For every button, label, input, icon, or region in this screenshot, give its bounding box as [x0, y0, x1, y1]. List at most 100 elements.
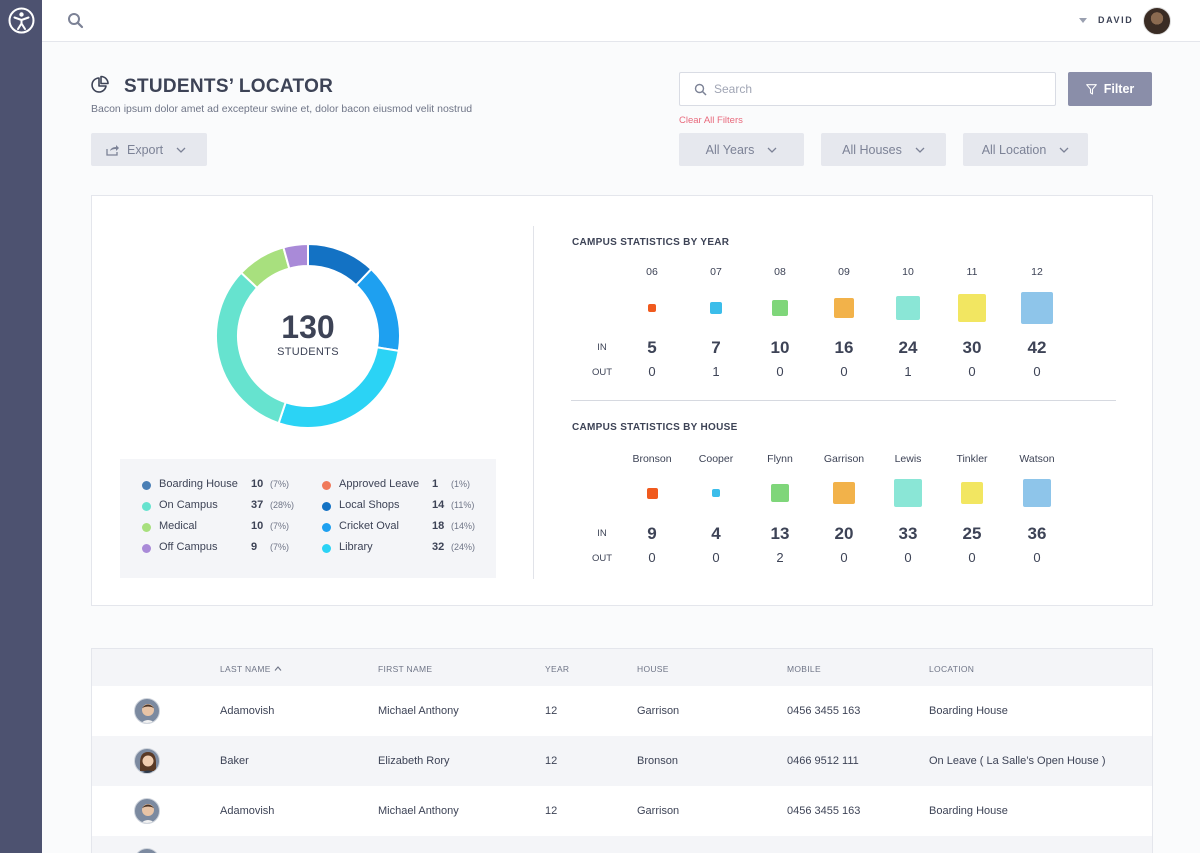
color-square-marker [710, 302, 722, 314]
total-students-label: STUDENTS [277, 346, 339, 358]
house-column-header[interactable]: HOUSE [637, 664, 669, 674]
column-label: 10 [902, 266, 914, 278]
color-square-marker [648, 304, 656, 312]
mobile-cell: 0456 3455 163 [787, 805, 861, 817]
legend-percent: (7%) [270, 479, 290, 489]
houses-dropdown[interactable]: All Houses [821, 133, 946, 166]
out-value: 0 [1033, 364, 1041, 379]
mobile-cell: 0456 3455 163 [787, 705, 861, 717]
legend-percent: (7%) [270, 542, 290, 552]
last-name-cell: Baker [220, 755, 249, 767]
out-value: 0 [840, 364, 848, 379]
out-value: 2 [776, 550, 784, 565]
legend-count: 32 [432, 541, 445, 553]
main-content: STUDENTS’ LOCATOR Bacon ipsum dolor amet… [42, 42, 1200, 853]
table-row[interactable] [92, 836, 1152, 853]
search-input[interactable] [714, 73, 1044, 105]
out-value: 0 [712, 550, 720, 565]
statistics-card: 130 STUDENTS Boarding House 10 (7%) On C… [91, 195, 1153, 606]
house-cell: Garrison [637, 805, 680, 817]
page-subtitle: Bacon ipsum dolor amet ad excepteur swin… [91, 103, 473, 115]
column-label: 06 [646, 266, 658, 278]
export-label: Export [127, 142, 164, 157]
legend-count: 1 [432, 478, 439, 490]
in-value: 25 [962, 524, 982, 543]
student-avatar [134, 748, 160, 774]
user-menu-caret-icon[interactable] [1079, 18, 1087, 23]
donut-slice-library[interactable] [277, 346, 400, 429]
clear-all-filters-link[interactable]: Clear All Filters [679, 115, 743, 126]
in-value: 5 [647, 338, 657, 357]
location-dropdown[interactable]: All Location [963, 133, 1088, 166]
table-row[interactable]: Baker Elizabeth Rory 12 Bronson 0466 951… [92, 736, 1152, 786]
legend-percent: (7%) [270, 521, 290, 531]
students-table: LAST NAME FIRST NAME YEAR HOUSE MOBILE L… [91, 648, 1153, 853]
legend-dot [322, 523, 331, 532]
legend-percent: (11%) [451, 500, 475, 510]
legend-name: Medical [159, 520, 197, 532]
out-value: 0 [1033, 550, 1041, 565]
out-value: 0 [648, 550, 656, 565]
student-avatar [134, 848, 160, 853]
in-value: 16 [834, 338, 854, 357]
last-name-cell: Adamovish [220, 805, 275, 817]
first-name-cell: Michael Anthony [378, 805, 459, 817]
in-value: 20 [834, 524, 854, 543]
last-name-header-label: LAST NAME [220, 664, 271, 674]
stats-by-year-title: CAMPUS STATISTICS BY YEAR [572, 237, 730, 248]
in-value: 33 [898, 524, 918, 543]
column-label: Lewis [894, 453, 922, 465]
legend-name: Boarding House [159, 478, 238, 490]
vertical-divider [533, 226, 534, 579]
user-avatar[interactable] [1143, 7, 1171, 35]
in-value: 30 [962, 338, 982, 357]
legend-name: Cricket Oval [339, 520, 399, 532]
column-label: 12 [1031, 266, 1043, 278]
house-cell: Bronson [637, 755, 678, 767]
legend-count: 9 [251, 541, 258, 553]
stats-by-house-title: CAMPUS STATISTICS BY HOUSE [572, 422, 738, 433]
year-cell: 12 [545, 805, 558, 817]
chevron-down-icon [767, 147, 777, 153]
table-row[interactable]: Adamovish Michael Anthony 12 Garrison 04… [92, 786, 1152, 836]
color-square-marker [896, 296, 920, 320]
column-label: 07 [710, 266, 722, 278]
user-name[interactable]: DAVID [1098, 15, 1134, 25]
out-value: 0 [776, 364, 784, 379]
legend-dot [142, 523, 151, 532]
column-label: Flynn [767, 453, 793, 465]
location-column-header[interactable]: LOCATION [929, 664, 975, 674]
legend-dot [142, 544, 151, 553]
mobile-column-header[interactable]: MOBILE [787, 664, 821, 674]
legend-percent: (28%) [270, 500, 295, 510]
table-row[interactable]: Adamovish Michael Anthony 12 Garrison 04… [92, 686, 1152, 736]
in-row-label: IN [597, 342, 607, 353]
first-name-column-header[interactable]: FIRST NAME [378, 664, 433, 674]
in-value: 9 [647, 524, 657, 543]
search-field[interactable] [679, 72, 1056, 106]
pie-chart-icon [91, 75, 109, 93]
in-value: 36 [1027, 524, 1047, 543]
legend-percent: (14%) [451, 521, 476, 531]
location-cell: On Leave ( La Salle’s Open House ) [929, 755, 1106, 767]
search-icon[interactable] [67, 12, 84, 29]
house-cell: Garrison [637, 705, 680, 717]
app-logo-icon[interactable] [8, 7, 35, 34]
total-students-count: 130 [281, 309, 335, 345]
year-column-header[interactable]: YEAR [545, 664, 570, 674]
mobile-cell: 0466 9512 111 [787, 755, 859, 767]
legend-name: Library [339, 541, 373, 553]
share-icon [106, 144, 119, 156]
first-name-cell: Michael Anthony [378, 705, 459, 717]
color-square-marker [961, 482, 983, 504]
donut-slice-off-campus[interactable] [282, 243, 309, 270]
years-dropdown[interactable]: All Years [679, 133, 804, 166]
in-value: 13 [770, 524, 790, 543]
column-label: Garrison [823, 453, 865, 465]
filter-button[interactable]: Filter [1068, 72, 1152, 106]
last-name-column-header[interactable]: LAST NAME [220, 664, 282, 674]
chevron-down-icon [915, 147, 925, 153]
color-square-marker [958, 294, 986, 322]
year-cell: 12 [545, 755, 558, 767]
export-button[interactable]: Export [91, 133, 207, 166]
